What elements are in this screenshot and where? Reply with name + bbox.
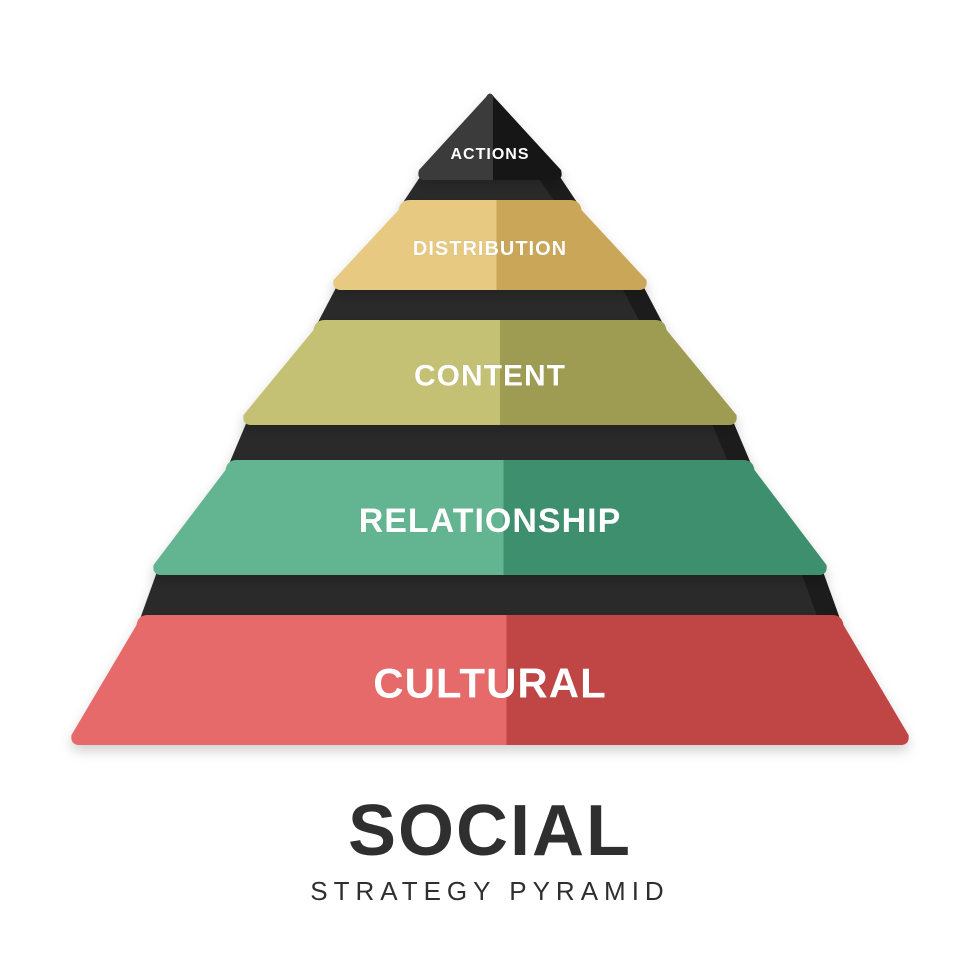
layer-label-cultural: CULTURAL [373,660,607,707]
pyramid-layer-distribution: DISTRIBUTION [333,200,646,290]
layer-label-actions: ACTIONS [451,146,530,163]
title-main: SOCIAL [348,791,632,871]
pyramid-layer-relationship: RELATIONSHIP [153,460,826,575]
pyramid-svg: CULTURAL RELATIONSHIP CONTENT DISTRIBUTION A… [0,0,980,980]
pyramid-layer-actions: ACTIONS [418,94,561,181]
layer-label-content: CONTENT [414,360,566,393]
layer-label-distribution: DISTRIBUTION [413,238,567,260]
pyramid-layer-content: CONTENT [243,320,736,425]
layer-label-relationship: RELATIONSHIP [359,502,622,540]
pyramid-layer-cultural: CULTURAL [71,615,908,745]
title-sub: STRATEGY PYRAMID [310,876,669,906]
infographic-stage: CULTURAL RELATIONSHIP CONTENT DISTRIBUTION A… [0,0,980,980]
